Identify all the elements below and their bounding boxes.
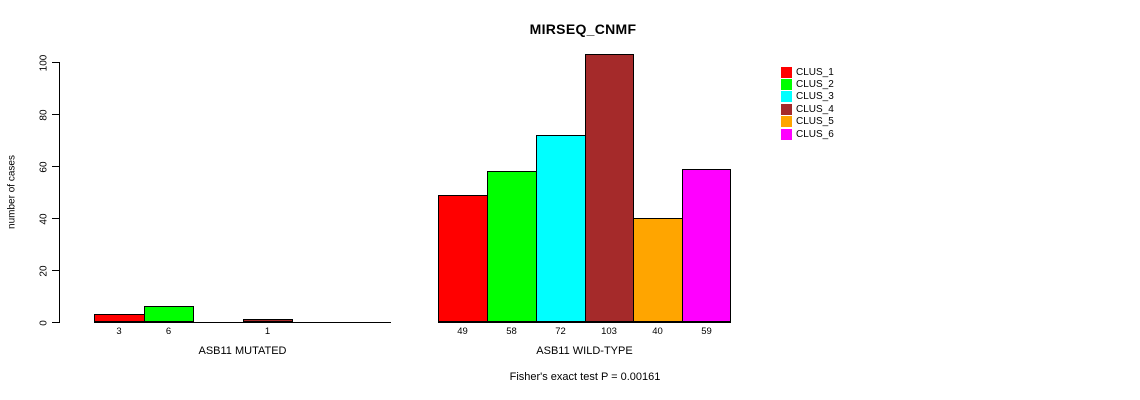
legend-label: CLUS_2 — [796, 79, 834, 91]
bar-clus_6 — [682, 169, 731, 322]
y-axis-line — [59, 62, 60, 323]
legend-item: CLUS_2 — [781, 78, 834, 91]
y-axis-tick — [52, 62, 60, 63]
y-axis-tick-label: 60 — [38, 160, 50, 173]
legend-item: CLUS_1 — [781, 66, 834, 78]
bar-clus_1 — [438, 195, 488, 322]
bar-value-label: 40 — [652, 326, 663, 337]
legend-label: CLUS_5 — [796, 116, 834, 128]
legend-swatch-icon — [781, 103, 792, 115]
y-axis-tick-label: 80 — [38, 108, 50, 121]
chart-title: MIRSEQ_CNMF — [529, 21, 637, 37]
legend-label: CLUS_4 — [796, 103, 834, 115]
fisher-test-annotation: Fisher's exact test P = 0.00161 — [509, 371, 661, 383]
bar-clus_2 — [487, 171, 537, 322]
legend-swatch-icon — [781, 66, 792, 78]
bar-group-mutated — [94, 40, 391, 323]
y-axis-label: number of cases — [6, 155, 18, 229]
legend-item: CLUS_5 — [781, 116, 834, 128]
y-axis-tick — [52, 218, 60, 219]
bar-value-label: 72 — [555, 326, 566, 337]
group-label-mutated: ASB11 MUTATED — [198, 345, 287, 357]
legend-swatch-icon — [781, 128, 792, 140]
y-axis-tick — [52, 322, 60, 323]
y-axis-tick-label: 0 — [38, 319, 50, 326]
bar-value-label: 59 — [701, 326, 712, 337]
bar-value-label: 1 — [264, 326, 271, 337]
y-axis-tick — [52, 270, 60, 271]
legend-label: CLUS_6 — [796, 128, 834, 140]
legend: CLUS_1 CLUS_2 CLUS_3 CLUS_4 CLUS_5 CLUS_6 — [781, 66, 834, 140]
bar-clus_4 — [243, 319, 293, 322]
y-axis-tick — [52, 166, 60, 167]
y-axis-tick-label: 40 — [38, 212, 50, 225]
bar-value-label: 49 — [457, 326, 468, 337]
y-axis-tick — [52, 114, 60, 115]
bar-clus_2 — [144, 306, 194, 322]
legend-swatch-icon — [781, 116, 792, 128]
bar-value-label: 103 — [601, 326, 617, 337]
group-label-wildtype: ASB11 WILD-TYPE — [536, 345, 633, 357]
legend-item: CLUS_6 — [781, 128, 834, 140]
bar-clus_4 — [585, 54, 634, 322]
legend-item: CLUS_4 — [781, 103, 834, 115]
y-axis-tick-label: 100 — [38, 54, 50, 71]
legend-swatch-icon — [781, 79, 792, 91]
legend-label: CLUS_1 — [796, 66, 834, 78]
bar-value-label: 6 — [165, 326, 172, 337]
y-axis-tick-label: 20 — [38, 264, 50, 277]
bar-group-wildtype — [438, 40, 731, 323]
legend-label: CLUS_3 — [796, 91, 834, 103]
bar-clus_5 — [633, 218, 683, 322]
legend-swatch-icon — [781, 91, 792, 103]
bar-clus_3 — [536, 135, 586, 322]
bar-value-label: 3 — [116, 326, 122, 337]
bar-value-label: 58 — [506, 326, 517, 337]
legend-item: CLUS_3 — [781, 91, 834, 103]
bar-clus_1 — [94, 314, 145, 322]
